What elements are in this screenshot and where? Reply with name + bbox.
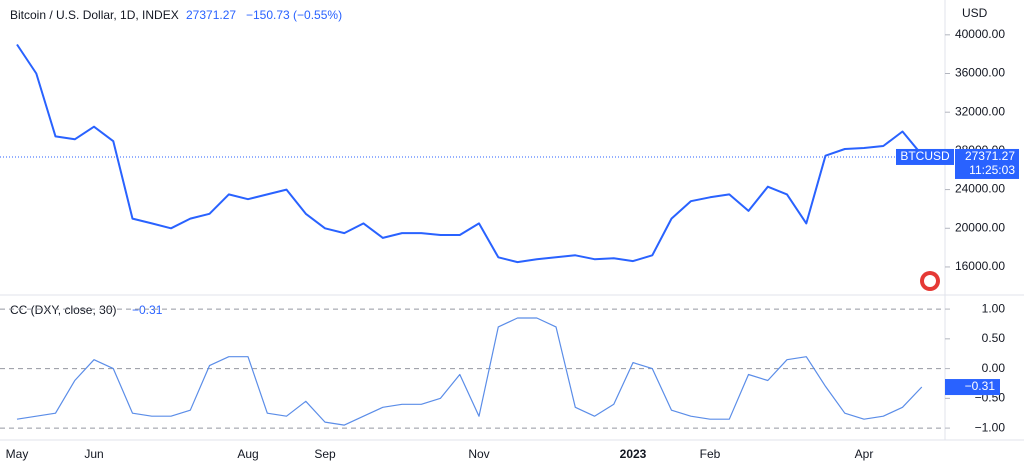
value-tag bbox=[945, 379, 1000, 396]
x-tick-label: May bbox=[6, 447, 29, 461]
currency: USD bbox=[962, 6, 988, 20]
y-tick-label: 0.00 bbox=[982, 361, 1006, 375]
x-tick-label: Jun bbox=[84, 447, 103, 461]
indicator-value: −0.31 bbox=[132, 303, 163, 317]
y-tick-label: 24000.00 bbox=[955, 182, 1005, 196]
series-line bbox=[16, 317, 923, 426]
y-tick-label: 16000.00 bbox=[955, 259, 1005, 273]
change: −150.73 (−0.55%) bbox=[246, 8, 342, 22]
y-tick-label: −1.00 bbox=[975, 420, 1006, 434]
countdown-label: 11:25:03 bbox=[969, 163, 1015, 177]
x-tick-label: 2023 bbox=[620, 447, 647, 461]
x-tick-label: Feb bbox=[700, 447, 721, 461]
logo bbox=[920, 271, 940, 291]
x-tick-label: Nov bbox=[468, 447, 489, 461]
chart-title: Bitcoin / U.S. Dollar, 1D, INDEX bbox=[10, 8, 179, 22]
symbol-label: BTCUSD bbox=[900, 149, 950, 163]
y-tick-label: 20000.00 bbox=[955, 220, 1005, 234]
value-tag-label: −0.31 bbox=[965, 379, 996, 393]
y-tick-label: 0.50 bbox=[982, 331, 1006, 345]
price-tag-label: 27371.27 bbox=[965, 149, 1015, 163]
y-tick-label: 36000.00 bbox=[955, 66, 1005, 80]
price-tag bbox=[955, 148, 1019, 179]
y-tick-label: 32000.00 bbox=[955, 104, 1005, 118]
x-tick-label: Apr bbox=[855, 447, 874, 461]
symbol-tag bbox=[896, 148, 954, 165]
y-tick-label: 40000.00 bbox=[955, 27, 1005, 41]
last-price: 27371.27 bbox=[186, 8, 236, 22]
x-tick-label: Aug bbox=[237, 447, 258, 461]
indicator-title: CC (DXY, close, 30) bbox=[10, 303, 116, 317]
series-line bbox=[16, 43, 923, 264]
y-tick-label: 1.00 bbox=[982, 301, 1006, 315]
x-tick-label: Sep bbox=[314, 447, 336, 461]
